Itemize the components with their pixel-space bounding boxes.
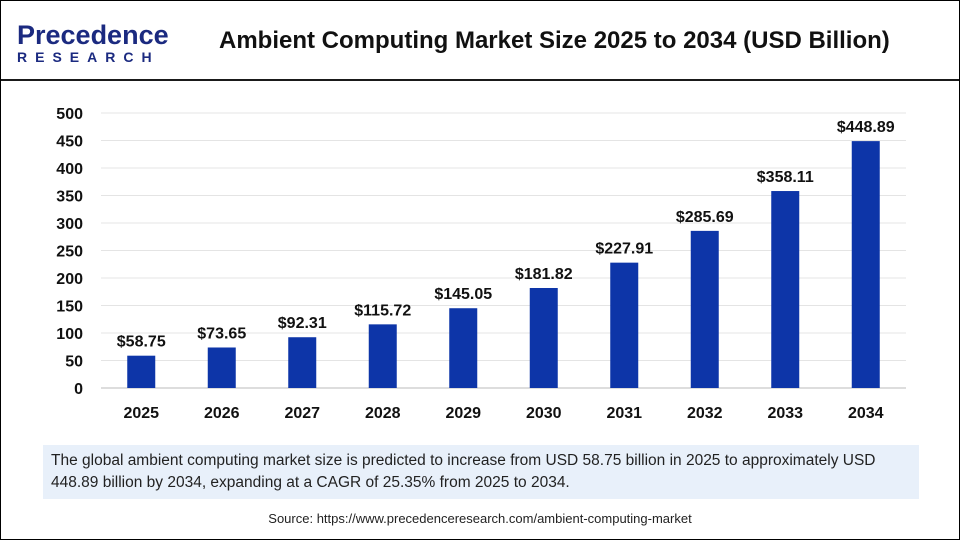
y-tick-label: 50 — [65, 354, 83, 371]
bar — [449, 308, 478, 388]
x-tick-label: 2029 — [445, 405, 481, 422]
bar — [207, 347, 236, 388]
bar — [529, 287, 558, 388]
data-label: $285.69 — [676, 209, 734, 226]
bar — [771, 191, 800, 388]
x-tick-label: 2025 — [123, 405, 159, 422]
x-tick-label: 2027 — [284, 405, 320, 422]
x-tick-label: 2032 — [687, 405, 723, 422]
y-tick-label: 0 — [74, 381, 83, 398]
logo-line2: RESEARCH — [17, 49, 160, 65]
data-label: $73.65 — [197, 325, 246, 342]
bar — [610, 262, 639, 388]
logo: Precedence RESEARCH — [17, 21, 169, 65]
header: Precedence RESEARCH Ambient Computing Ma… — [1, 1, 959, 81]
bar — [368, 324, 397, 388]
bar-chart: 0 50 100 150 200 250 300 350 400 450 500 $58.75 2025… — [56, 106, 906, 422]
x-tick-label: 2034 — [848, 405, 884, 422]
chart-title: Ambient Computing Market Size 2025 to 20… — [219, 27, 890, 54]
x-tick-label: 2030 — [526, 405, 562, 422]
bar — [690, 230, 719, 388]
y-tick-label: 350 — [56, 189, 83, 206]
y-tick-label: 100 — [56, 326, 83, 343]
bar — [851, 141, 880, 388]
data-label: $227.91 — [595, 241, 653, 258]
y-tick-label: 400 — [56, 161, 83, 178]
data-label: $58.75 — [117, 334, 166, 351]
x-tick-label: 2031 — [606, 405, 642, 422]
data-label: $181.82 — [515, 266, 573, 283]
y-tick-label: 150 — [56, 299, 83, 316]
data-label: $448.89 — [837, 119, 895, 136]
y-tick-label: 300 — [56, 216, 83, 233]
y-tick-label: 500 — [56, 106, 83, 123]
summary-note: The global ambient computing market size… — [43, 445, 919, 499]
logo-line1: Precedence — [17, 20, 169, 50]
data-label: $115.72 — [354, 302, 411, 319]
bar — [127, 355, 156, 388]
source-text: Source: https://www.precedenceresearch.c… — [268, 511, 692, 526]
data-label: $358.11 — [757, 169, 814, 186]
bar — [288, 337, 317, 388]
x-tick-label: 2026 — [204, 405, 240, 422]
y-tick-label: 200 — [56, 271, 83, 288]
x-tick-label: 2028 — [365, 405, 401, 422]
x-tick-label: 2033 — [767, 405, 803, 422]
y-tick-label: 450 — [56, 134, 83, 151]
data-label: $145.05 — [434, 286, 492, 303]
data-label: $92.31 — [278, 315, 327, 332]
y-tick-label: 250 — [56, 244, 83, 261]
